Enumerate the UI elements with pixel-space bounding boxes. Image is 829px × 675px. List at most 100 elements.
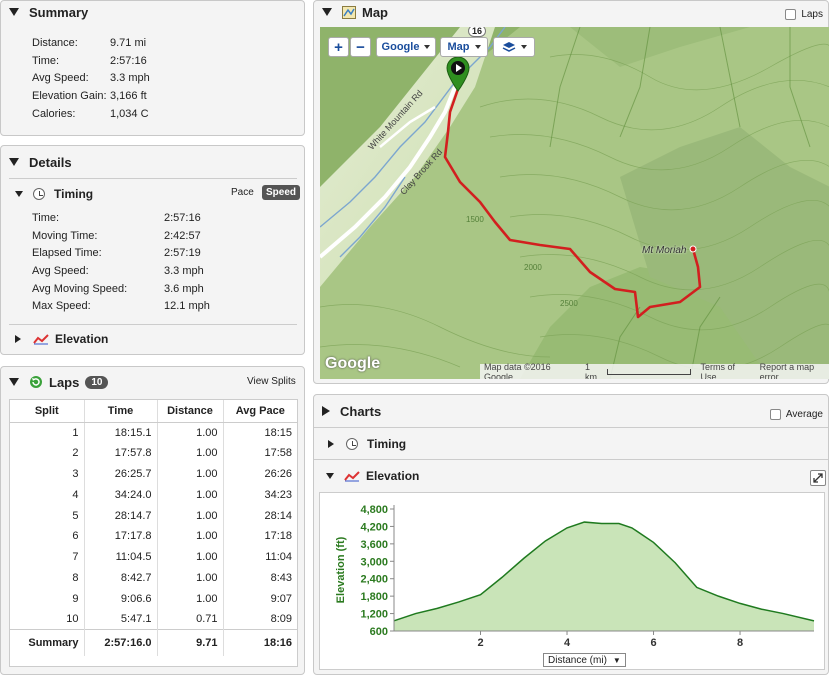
timing-section-header[interactable]: Timing bbox=[15, 187, 93, 201]
summary-cell: 18:16 bbox=[223, 629, 297, 656]
zoom-out-button[interactable]: − bbox=[350, 37, 371, 57]
elevation-chart[interactable]: 600 1,200 1,800 2,400 3,000 3,600 4,200 4,800 2 4… bbox=[320, 493, 824, 669]
zoom-in-button[interactable]: + bbox=[328, 37, 349, 57]
timing-title: Timing bbox=[54, 187, 94, 201]
map-provider-dropdown[interactable]: Google bbox=[376, 37, 436, 57]
map-title: Map bbox=[362, 4, 388, 20]
table-row[interactable]: 10 5:47.1 0.71 8:09 bbox=[10, 609, 297, 630]
table-row[interactable]: 1 18:15.1 1.00 18:15 bbox=[10, 422, 297, 443]
chevron-down-icon bbox=[424, 45, 431, 49]
charts-header[interactable]: Charts bbox=[314, 395, 828, 427]
laps-header[interactable]: Laps 10 bbox=[1, 367, 304, 397]
elevation-chart-header[interactable]: Elevation bbox=[326, 469, 419, 483]
table-cell: 10 bbox=[10, 609, 85, 630]
timing-chart-label: Timing bbox=[367, 437, 407, 451]
table-cell: 8:42.7 bbox=[84, 567, 158, 589]
table-cell: 9:07 bbox=[270, 592, 292, 605]
scale-bar bbox=[607, 368, 691, 375]
expand-chart-button[interactable] bbox=[810, 470, 826, 486]
contour-label: 2500 bbox=[560, 299, 578, 308]
pace-toggle[interactable]: Pace bbox=[231, 187, 254, 198]
table-cell: 1.00 bbox=[157, 463, 224, 485]
timing-label: Max Speed: bbox=[32, 300, 91, 313]
laps-checkbox[interactable] bbox=[785, 9, 797, 20]
clock-icon bbox=[33, 188, 45, 200]
laps-panel: Laps 10 View Splits Split Time Distance … bbox=[0, 366, 305, 675]
collapse-arrow-icon[interactable] bbox=[326, 473, 334, 479]
average-label: Average bbox=[785, 409, 823, 420]
column-header[interactable]: Distance bbox=[157, 400, 224, 423]
summary-label: Distance: bbox=[32, 36, 78, 49]
y-axis-label: Elevation (ft) bbox=[335, 536, 347, 603]
summary-value: 3.3 mph bbox=[110, 72, 150, 85]
timing-label: Moving Time: bbox=[32, 229, 98, 242]
speed-toggle[interactable]: Speed bbox=[262, 185, 301, 200]
table-row[interactable]: 4 34:24.0 1.00 34:23 bbox=[10, 484, 297, 506]
summary-label: Time: bbox=[32, 54, 60, 67]
y-tick-label: 2,400 bbox=[360, 574, 388, 586]
table-row[interactable]: 7 11:04.5 1.00 11:04 bbox=[10, 546, 297, 568]
table-cell: 8:43 bbox=[270, 571, 292, 584]
timing-chart-header[interactable]: Timing bbox=[328, 437, 406, 451]
elevation-label: Elevation bbox=[55, 332, 109, 346]
table-cell: 1.00 bbox=[157, 525, 224, 547]
table-row[interactable]: 9 9:06.6 1.00 9:07 bbox=[10, 588, 297, 610]
table-row[interactable]: 6 17:17.8 1.00 17:18 bbox=[10, 525, 297, 547]
table-cell: 5 bbox=[10, 505, 85, 526]
x-tick-label: 4 bbox=[564, 637, 571, 649]
contour-label: 2000 bbox=[524, 263, 542, 272]
report-error-link[interactable]: Report a map error bbox=[759, 361, 815, 380]
timing-row: Max Speed: 12.1 mph bbox=[32, 297, 210, 315]
map-type-dropdown[interactable]: Map bbox=[440, 37, 488, 57]
map-header[interactable]: Map bbox=[314, 1, 828, 23]
map-provider-label: Google bbox=[381, 41, 420, 53]
laps-toggle-label: Laps bbox=[801, 9, 823, 20]
scale-label: 1 km bbox=[584, 361, 597, 380]
table-cell: 1.00 bbox=[157, 567, 224, 589]
table-cell: 8:09 bbox=[270, 613, 292, 626]
table-row[interactable]: 8 8:42.7 1.00 8:43 bbox=[10, 567, 297, 589]
table-row[interactable]: 5 28:14.7 1.00 28:14 bbox=[10, 505, 297, 526]
terms-link[interactable]: Terms of Use bbox=[700, 361, 736, 380]
collapse-arrow-icon[interactable] bbox=[9, 158, 19, 166]
summary-row: Elevation Gain: 3,166 ft bbox=[32, 87, 150, 105]
elevation-chart-area: 600 1,200 1,800 2,400 3,000 3,600 4,200 4,800 2 4… bbox=[319, 492, 825, 670]
summary-header[interactable]: Summary bbox=[1, 1, 304, 23]
map-canvas[interactable]: 16 White Mountain Rd Clay Brook Rd Mt Mo… bbox=[320, 27, 829, 379]
view-splits-link[interactable]: View Splits bbox=[247, 376, 296, 387]
collapse-arrow-icon[interactable] bbox=[15, 191, 23, 197]
map-layers-dropdown[interactable] bbox=[493, 37, 535, 57]
summary-cell: Summary bbox=[10, 629, 85, 656]
google-logo: Google bbox=[325, 355, 381, 372]
details-header[interactable]: Details bbox=[1, 146, 304, 178]
average-checkbox[interactable] bbox=[769, 409, 781, 420]
start-marker-icon[interactable] bbox=[445, 56, 471, 95]
laps-table-header-row: Split Time Distance Avg Pace bbox=[10, 400, 297, 423]
table-cell: 4 bbox=[10, 484, 85, 506]
timing-value: 2:57:16 bbox=[164, 211, 201, 224]
divider bbox=[314, 459, 828, 460]
collapse-arrow-icon[interactable] bbox=[322, 8, 332, 16]
map-data-text: Map data ©2016 Google bbox=[484, 361, 551, 380]
table-row[interactable]: 2 17:57.8 1.00 17:58 bbox=[10, 442, 297, 464]
timing-row: Moving Time: 2:42:57 bbox=[32, 227, 210, 245]
map-type-label: Map bbox=[447, 41, 470, 53]
timing-row: Time: 2:57:16 bbox=[32, 209, 210, 227]
column-header[interactable]: Time bbox=[84, 400, 158, 423]
expand-arrow-icon[interactable] bbox=[15, 335, 21, 343]
x-tick-label: 2 bbox=[477, 637, 483, 649]
laps-table-body: 1 18:15.1 1.00 18:15 2 17:57.8 1.00 17:58 3 26:25… bbox=[10, 422, 297, 630]
average-toggle[interactable]: Average bbox=[769, 409, 823, 420]
timing-value: 12.1 mph bbox=[164, 300, 210, 313]
expand-arrow-icon[interactable] bbox=[328, 440, 334, 448]
column-header[interactable]: Avg Pace bbox=[223, 400, 297, 423]
table-row[interactable]: 3 26:25.7 1.00 26:26 bbox=[10, 463, 297, 485]
collapse-arrow-icon[interactable] bbox=[9, 378, 19, 386]
expand-arrow-icon[interactable] bbox=[322, 406, 330, 416]
x-axis-selector[interactable]: Distance (mi) ▼ bbox=[543, 653, 626, 667]
collapse-arrow-icon[interactable] bbox=[9, 8, 19, 16]
table-cell: 1.00 bbox=[157, 588, 224, 610]
elevation-section-header[interactable]: Elevation bbox=[15, 332, 108, 346]
laps-toggle[interactable]: Laps bbox=[785, 9, 823, 20]
column-header[interactable]: Split bbox=[10, 400, 85, 423]
